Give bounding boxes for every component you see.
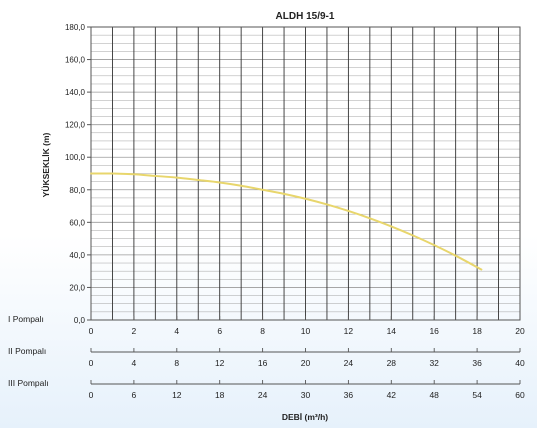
flow-axis-tick-label: 60: [515, 390, 525, 400]
pump-curve-line: [90, 172, 483, 271]
y-tick-label: 40,0: [69, 251, 85, 260]
chart-title: ALDH 15/9-1: [276, 11, 335, 22]
flow-axis-tick-label: 24: [344, 358, 354, 368]
y-tick-label: 80,0: [69, 186, 85, 195]
flow-axis-tick-label: 48: [429, 390, 439, 400]
flow-axis-tick-label: 36: [472, 358, 482, 368]
flow-axis-tick-label: 10: [301, 326, 311, 336]
flow-axis-tick-label: 54: [472, 390, 482, 400]
flow-axis-tick-label: 20: [515, 326, 525, 336]
flow-axis-tick-label: 16: [429, 326, 439, 336]
flow-axis-tick-label: 4: [132, 358, 137, 368]
flow-axis-tick-label: 42: [387, 390, 397, 400]
x-axis-label: DEBİ (m³/h): [282, 412, 328, 422]
flow-axis-tick-label: 18: [472, 326, 482, 336]
flow-axis-tick-label: 2: [132, 326, 137, 336]
grid-lines: [91, 27, 520, 320]
pump-curve-series: [90, 172, 483, 271]
flow-axis-tick-label: 12: [172, 390, 182, 400]
flow-axis-tick-label: 0: [89, 390, 94, 400]
flow-axis-tick-label: 32: [429, 358, 439, 368]
y-tick-label: 140,0: [65, 88, 86, 97]
flow-axis-tick-label: 8: [260, 326, 265, 336]
flow-axis-tick-label: 12: [344, 326, 354, 336]
flow-axis-label: I Pompalı: [8, 314, 44, 324]
flow-axis-label: III Pompalı: [8, 378, 49, 388]
flow-axis-tick-label: 24: [258, 390, 268, 400]
flow-axis-tick-label: 8: [174, 358, 179, 368]
flow-axis-tick-label: 12: [215, 358, 225, 368]
flow-axis-tick-label: 0: [89, 326, 94, 336]
y-tick-label: 60,0: [69, 218, 85, 227]
y-tick-label: 100,0: [65, 153, 86, 162]
y-tick-label: 20,0: [69, 283, 85, 292]
flow-axis-tick-label: 30: [301, 390, 311, 400]
flow-axis-tick-label: 36: [344, 390, 354, 400]
flow-axis-tick-label: 16: [258, 358, 268, 368]
y-tick-label: 160,0: [65, 56, 86, 65]
flow-axis-label: II Pompalı: [8, 346, 46, 356]
flow-axis-tick-label: 18: [215, 390, 225, 400]
y-axis-ticks: 0,0 20,0 40,0 60,0 80,0 100,0 120,0 140,0 160,0 1…: [65, 23, 91, 325]
y-tick-label: 180,0: [65, 23, 86, 32]
flow-axis-tick-label: 6: [132, 390, 137, 400]
flow-axis-tick-label: 6: [217, 326, 222, 336]
flow-axis-tick-label: 28: [387, 358, 397, 368]
flow-axis-tick-label: 20: [301, 358, 311, 368]
y-tick-label: 0,0: [74, 316, 86, 325]
flow-axis-tick-label: 0: [89, 358, 94, 368]
flow-axis-tick-label: 40: [515, 358, 525, 368]
y-axis-label: YÜKSEKLİK (m): [41, 132, 51, 197]
flow-axis-tick-label: 4: [174, 326, 179, 336]
flow-axis-tick-label: 14: [387, 326, 397, 336]
y-tick-label: 120,0: [65, 121, 86, 130]
